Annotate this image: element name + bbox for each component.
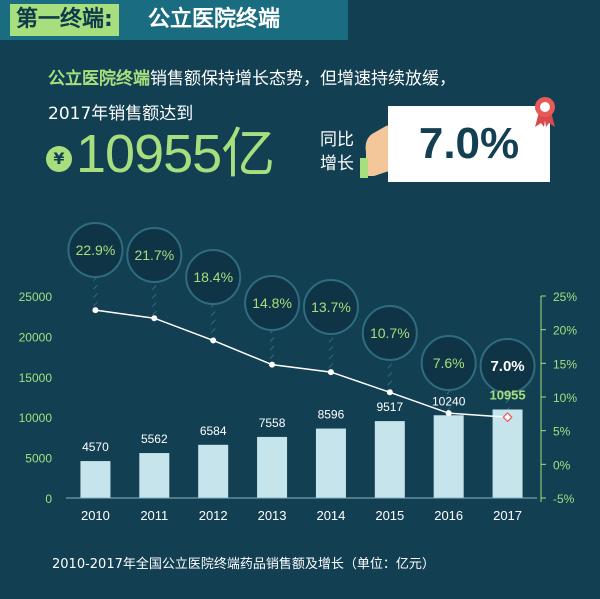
x-tick-label-2012: 2012 (199, 508, 228, 523)
growth-label-2012: 18.4% (193, 269, 233, 285)
bar-2015 (374, 421, 405, 498)
x-tick-label-2013: 2013 (258, 508, 287, 523)
y-tick-label: 10000 (19, 411, 53, 425)
y2-tick-label: 10% (553, 391, 577, 405)
headline-line-1-rest: 销售额保持增长态势，但增速持续放缓， (150, 69, 456, 89)
y2-tick-label: 0% (553, 458, 571, 472)
bar-value-label-2014: 8596 (318, 408, 345, 422)
y-tick-label: 15000 (19, 371, 53, 385)
growth-leader-2015 (387, 360, 392, 393)
bar-value-label-2012: 6584 (200, 424, 227, 438)
yoy-growth-card: 7.0% (388, 106, 550, 182)
growth-bubble-2015 (361, 305, 418, 361)
growth-label-2017: 7.0% (490, 358, 524, 375)
bar-2011 (139, 453, 170, 498)
growth-leader-2013 (270, 330, 275, 365)
growth-point-2010 (92, 307, 99, 314)
growth-label-2014: 13.7% (311, 299, 351, 315)
bar-2017 (492, 409, 523, 498)
growth-label-2016: 7.6% (433, 355, 465, 371)
y-tick-label: 5000 (25, 452, 52, 466)
bar-value-label-2010: 4570 (82, 440, 109, 454)
x-tick-label-2016: 2016 (434, 508, 463, 523)
award-ribbon-icon (535, 97, 555, 127)
growth-point-2012 (210, 337, 217, 344)
bar-2012 (198, 444, 229, 498)
sales-growth-chart: 0 5000 10000 15000 20000 25000 -5% 0% 5% 10% 15% 20… (19, 222, 577, 523)
growth-bubble-2010 (67, 222, 124, 278)
growth-label-2015: 10.7% (370, 325, 410, 341)
x-tick-label-2014: 2014 (316, 508, 345, 523)
growth-line (95, 309, 508, 418)
growth-leader-2011 (152, 282, 157, 319)
sales-total-value: 10955亿 (76, 124, 275, 184)
x-tick-label-2011: 2011 (140, 508, 168, 523)
banner-label: 第一终端: (10, 4, 119, 36)
y2-tick-label: 25% (553, 290, 577, 304)
growth-label-2010: 22.9% (76, 242, 116, 258)
growth-bubble-2014 (302, 279, 359, 335)
x-tick-label-2015: 2015 (375, 508, 404, 523)
headline-line-1: 公立医院终端销售额保持增长态势，但增速持续放缓， (48, 64, 456, 89)
bar-2016 (433, 415, 464, 498)
bar-value-label-2011: 5562 (141, 432, 168, 446)
growth-leader-2012 (211, 304, 216, 341)
growth-point-2014 (327, 369, 334, 376)
bar-value-label-2017: 10955 (489, 387, 525, 402)
y2-tick-label: 5% (553, 425, 571, 439)
y2-tick-label: 20% (553, 324, 577, 338)
growth-point-2016 (445, 410, 452, 417)
growth-label-2011: 21.7% (134, 247, 174, 263)
y-tick-label: 25000 (19, 290, 53, 304)
y2-tick-label: 15% (553, 357, 577, 371)
growth-bubble-2012 (185, 249, 242, 305)
yoy-label-line-2: 增长 (320, 154, 354, 174)
headline-highlight: 公立医院终端 (48, 69, 150, 89)
growth-bubble-2013 (244, 275, 301, 331)
growth-point-2013 (269, 361, 276, 368)
headline-line-2: 2017年销售额达到 (48, 104, 194, 124)
y-tick-label: 0 (45, 492, 52, 506)
chart-caption: 2010-2017年全国公立医院终端药品销售额及增长（单位：亿元） (52, 557, 435, 572)
bar-value-label-2013: 7558 (259, 416, 286, 430)
yen-icon: ¥ (46, 146, 72, 172)
yoy-label-line-1: 同比 (320, 130, 354, 150)
growth-point-2011 (151, 315, 158, 322)
growth-leader-2017 (505, 393, 510, 418)
growth-leader-2016 (446, 390, 451, 414)
yoy-growth-value: 7.0% (418, 119, 520, 168)
growth-point-2017 (502, 412, 513, 423)
bar-value-label-2015: 9517 (376, 400, 403, 414)
x-tick-label-2010: 2010 (81, 508, 110, 523)
y-tick-label: 20000 (19, 330, 53, 344)
yoy-label: 同比 增长 (320, 128, 376, 176)
bar-2013 (257, 436, 288, 498)
growth-bubble-2017 (479, 338, 536, 394)
section-banner: 第一终端: 公立医院终端 (0, 0, 348, 40)
growth-bubble-2011 (126, 227, 183, 283)
banner-title: 公立医院终端 (148, 7, 281, 32)
growth-point-2015 (386, 389, 393, 396)
growth-leader-2010 (93, 277, 98, 311)
y2-tick-label: -5% (553, 492, 575, 506)
growth-label-2013: 14.8% (252, 295, 292, 311)
growth-bubble-2016 (420, 335, 477, 391)
bar-2014 (315, 428, 346, 498)
growth-leader-2014 (328, 334, 333, 373)
bar-value-label-2016: 10240 (432, 394, 466, 408)
bar-2010 (80, 461, 111, 498)
x-tick-label-2017: 2017 (493, 508, 522, 523)
